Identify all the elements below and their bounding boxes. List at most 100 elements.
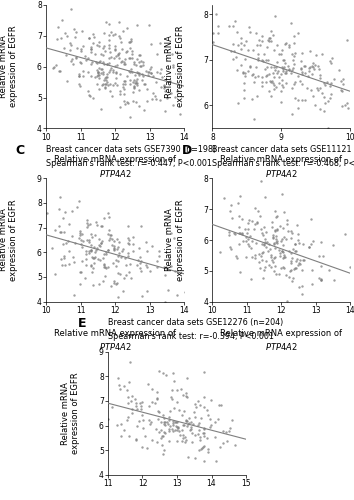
Point [174, 422, 179, 430]
Point [290, 245, 296, 253]
Point [209, 396, 214, 404]
Point [62, 29, 67, 37]
Point [280, 56, 286, 64]
Point [128, 44, 133, 52]
Point [55, 35, 60, 43]
Point [318, 275, 324, 283]
Point [106, 226, 112, 234]
Point [185, 420, 191, 428]
Point [201, 432, 207, 440]
Point [223, 428, 229, 436]
Point [147, 267, 153, 275]
Point [202, 30, 207, 38]
Point [320, 252, 326, 260]
Point [263, 56, 269, 64]
Point [235, 254, 240, 262]
Point [64, 51, 69, 59]
Point [263, 228, 269, 236]
Point [228, 48, 234, 56]
Point [155, 416, 161, 424]
Point [107, 20, 112, 28]
Point [242, 224, 248, 232]
Point [73, 33, 78, 41]
Point [132, 79, 138, 87]
Point [202, 38, 208, 46]
Point [315, 86, 321, 94]
Point [282, 40, 287, 48]
Point [161, 263, 167, 271]
Point [201, 429, 207, 437]
Point [262, 65, 268, 73]
Text: Relative mRNA
expression of EGFR: Relative mRNA expression of EGFR [165, 26, 185, 108]
Point [114, 278, 120, 286]
Point [111, 246, 117, 254]
Point [67, 46, 73, 54]
Point [222, 194, 227, 202]
Point [286, 42, 292, 50]
Point [125, 98, 131, 106]
Point [98, 65, 104, 73]
Point [88, 261, 93, 269]
Point [236, 228, 242, 236]
Point [108, 231, 114, 239]
Point [101, 250, 107, 258]
Point [262, 238, 268, 246]
Point [244, 254, 249, 262]
Point [236, 212, 242, 220]
Point [279, 80, 285, 88]
Point [237, 192, 242, 200]
Point [276, 80, 281, 88]
Point [66, 260, 72, 268]
Point [91, 259, 97, 267]
Point [96, 280, 102, 288]
Text: Relative mRNA
expression of EGFR: Relative mRNA expression of EGFR [61, 372, 80, 454]
Point [129, 66, 134, 74]
Point [279, 46, 285, 54]
Point [61, 44, 67, 52]
Point [154, 262, 160, 270]
Point [66, 247, 72, 255]
Point [175, 386, 180, 394]
Point [269, 28, 274, 36]
Point [178, 384, 184, 392]
Point [90, 38, 96, 46]
Point [153, 425, 159, 433]
Point [77, 58, 82, 66]
Point [256, 250, 261, 258]
Point [63, 261, 68, 269]
Point [288, 69, 293, 77]
Point [311, 66, 316, 74]
Point [270, 232, 276, 240]
Point [190, 420, 195, 428]
Point [196, 29, 201, 37]
Point [272, 46, 277, 54]
Point [256, 208, 261, 216]
Point [254, 218, 259, 226]
Point [86, 246, 92, 254]
Point [200, 442, 206, 450]
Point [235, 40, 240, 48]
Point [175, 424, 181, 432]
Point [175, 422, 181, 430]
Point [133, 436, 138, 444]
Point [137, 58, 142, 66]
Point [297, 258, 302, 266]
Point [139, 398, 144, 406]
Point [172, 418, 177, 426]
Point [318, 262, 324, 270]
Point [83, 250, 89, 258]
Point [306, 66, 312, 74]
Point [282, 60, 288, 68]
Point [109, 235, 114, 243]
Point [95, 66, 100, 74]
Point [32, 2, 38, 10]
Point [348, 264, 353, 272]
Point [77, 268, 82, 276]
Point [283, 79, 289, 87]
Point [279, 190, 285, 198]
Point [85, 88, 91, 96]
Point [134, 404, 140, 412]
Point [169, 90, 174, 98]
Point [113, 62, 118, 70]
Point [177, 406, 182, 414]
